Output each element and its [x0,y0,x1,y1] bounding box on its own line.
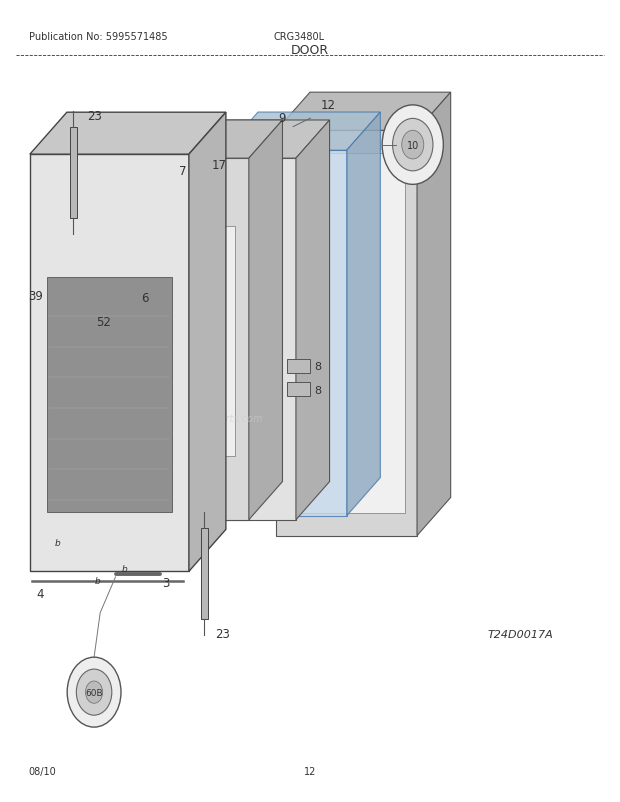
Polygon shape [277,93,451,132]
Text: 12: 12 [304,766,316,776]
Polygon shape [108,136,128,520]
Bar [288,153,405,514]
Text: 8: 8 [314,385,321,395]
Polygon shape [95,159,108,520]
Polygon shape [30,113,226,155]
Bar [287,360,310,373]
Circle shape [382,106,443,185]
Polygon shape [224,151,347,516]
Circle shape [86,681,103,703]
Polygon shape [296,121,330,520]
Text: 3: 3 [162,577,170,589]
Text: CRG3480L: CRG3480L [273,32,324,42]
Bar [47,278,172,512]
Polygon shape [140,159,249,520]
Text: 10: 10 [407,140,419,151]
Polygon shape [417,93,451,536]
Polygon shape [189,113,226,572]
Polygon shape [140,121,283,159]
Bar [194,226,281,452]
Polygon shape [277,132,417,536]
Text: Publication No: 5995571485: Publication No: 5995571485 [29,32,167,42]
Text: 08/10: 08/10 [29,766,56,776]
Text: 39: 39 [29,290,43,302]
Polygon shape [30,155,189,572]
Polygon shape [179,121,330,159]
Text: 4: 4 [36,587,43,600]
Text: 17: 17 [212,159,227,172]
Polygon shape [179,159,296,520]
Polygon shape [201,529,208,620]
Polygon shape [224,113,380,151]
Circle shape [402,132,424,160]
Bar [287,383,310,396]
Text: b: b [122,565,128,573]
Text: ReplacementParts.com: ReplacementParts.com [149,414,263,423]
Text: 23: 23 [215,627,230,640]
Text: b: b [95,577,100,585]
Text: DOOR: DOOR [291,44,329,57]
Text: 23: 23 [87,110,102,123]
Text: 8: 8 [314,361,321,371]
Polygon shape [347,113,380,516]
Text: 7: 7 [179,165,187,178]
Text: 12: 12 [321,99,336,112]
Polygon shape [249,121,283,520]
Text: T24D0017A: T24D0017A [487,629,553,639]
Polygon shape [95,136,128,159]
Text: 52: 52 [96,316,111,329]
Circle shape [67,658,121,727]
Polygon shape [70,128,77,219]
Circle shape [76,669,112,715]
Circle shape [392,119,433,172]
Text: b: b [55,538,61,548]
Text: 60B: 60B [86,688,103,697]
Text: 6: 6 [141,292,149,305]
Text: 9: 9 [279,111,286,124]
Bar [153,226,236,456]
